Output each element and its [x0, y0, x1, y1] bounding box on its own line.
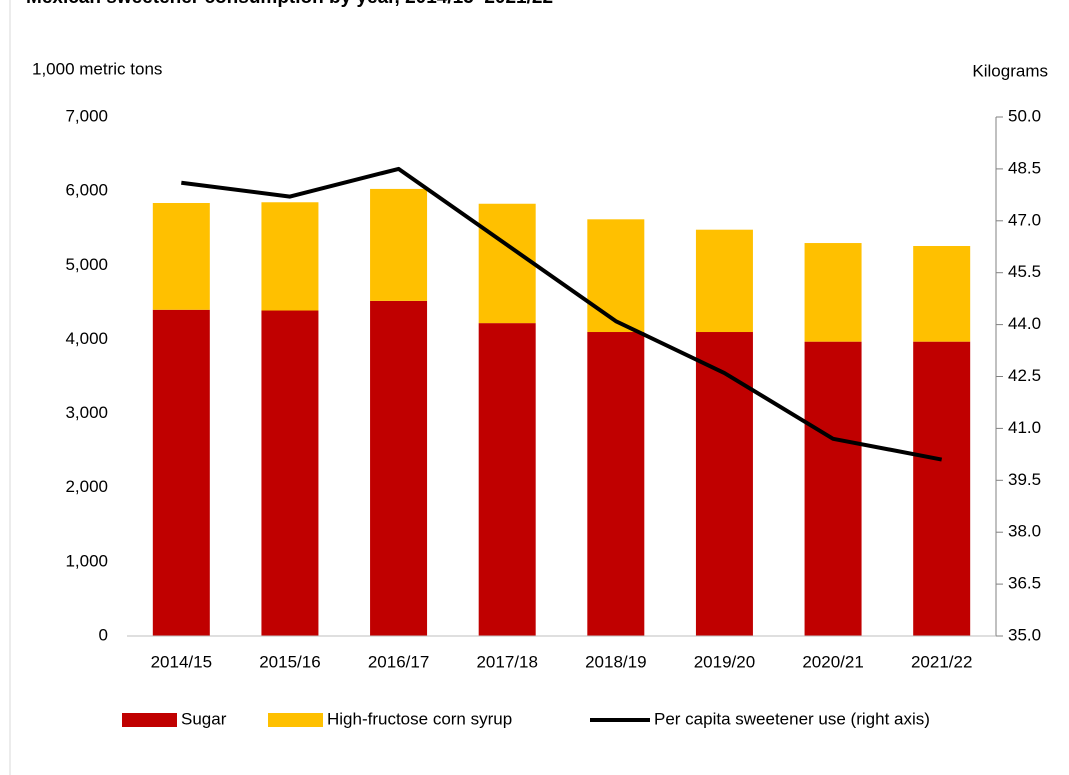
y2-tick-label: 45.5 — [1008, 262, 1041, 281]
x-tick-label: 2014/15 — [151, 652, 212, 671]
y-tick-label: 4,000 — [65, 329, 108, 348]
line — [181, 166, 943, 462]
bar — [804, 341, 862, 636]
y2-tick-label: 38.0 — [1008, 522, 1041, 541]
y2-tick-label: 50.0 — [1008, 106, 1041, 125]
bar — [261, 202, 319, 311]
bar — [152, 309, 210, 636]
chart-title: Mexican sweetener consumption by year, 2… — [26, 0, 553, 8]
x-tick-label: 2017/18 — [476, 652, 537, 671]
x-tick-label: 2016/17 — [368, 652, 429, 671]
bar — [478, 203, 536, 324]
x-tick-label: 2021/22 — [911, 652, 972, 671]
bar — [370, 188, 428, 301]
bar — [478, 323, 536, 636]
bar — [152, 203, 210, 310]
bar — [587, 219, 645, 333]
x-tick-label: 2020/21 — [802, 652, 863, 671]
x-tick-label: 2018/19 — [585, 652, 646, 671]
y-tick-label: 1,000 — [65, 551, 108, 570]
y-tick-label: 0 — [99, 625, 108, 644]
legend-swatch — [268, 713, 323, 727]
chart-frame — [9, 0, 11, 775]
y2-tick-label: 39.5 — [1008, 470, 1041, 489]
bar — [913, 341, 971, 636]
x-tick-label: 2019/20 — [694, 652, 755, 671]
y2-tick-label: 35.0 — [1008, 625, 1041, 644]
y-tick-label: 7,000 — [65, 106, 108, 125]
bar — [695, 229, 753, 333]
bar — [370, 300, 428, 636]
bar — [261, 310, 319, 636]
legend-label: Per capita sweetener use (right axis) — [654, 709, 930, 728]
x-tick-label: 2015/16 — [259, 652, 320, 671]
y2-tick-label: 41.0 — [1008, 418, 1041, 437]
y2-tick-label: 44.0 — [1008, 314, 1041, 333]
y2-axis-title: Kilograms — [972, 61, 1048, 80]
y-tick-label: 2,000 — [65, 477, 108, 496]
legend-label: Sugar — [181, 709, 227, 728]
y2-tick-label: 42.5 — [1008, 366, 1041, 385]
y2-tick-label: 36.5 — [1008, 574, 1041, 593]
bar — [913, 246, 971, 342]
y-axis-title: 1,000 metric tons — [32, 59, 162, 78]
legend-swatch — [122, 713, 177, 727]
bar — [804, 243, 862, 342]
y2-tick-label: 47.0 — [1008, 210, 1041, 229]
y2-tick-label: 48.5 — [1008, 158, 1041, 177]
bar — [695, 332, 753, 636]
legend-label: High-fructose corn syrup — [327, 709, 512, 728]
y-tick-label: 5,000 — [65, 255, 108, 274]
bar — [587, 332, 645, 636]
y-tick-label: 3,000 — [65, 403, 108, 422]
y-tick-label: 6,000 — [65, 181, 108, 200]
